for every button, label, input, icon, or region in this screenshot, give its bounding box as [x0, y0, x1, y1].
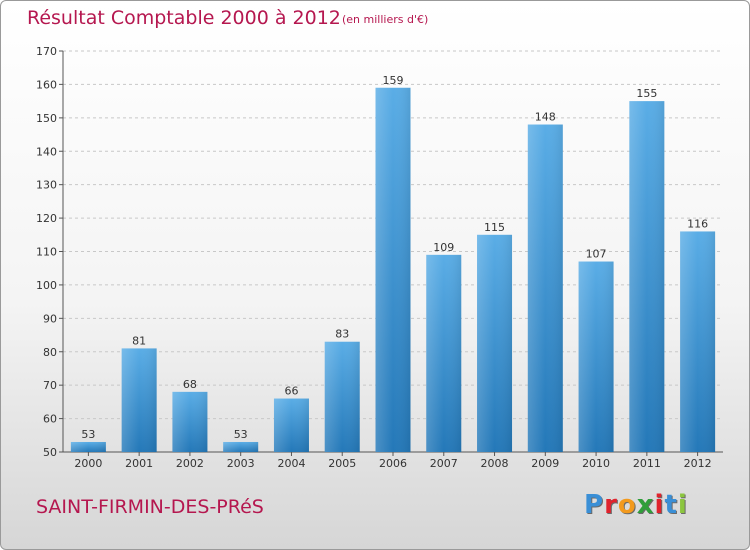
- x-tick-label: 2000: [74, 457, 102, 470]
- bar-shine: [629, 101, 665, 452]
- y-tick-label: 130: [36, 179, 57, 192]
- bar-shine: [121, 348, 157, 452]
- bar-value-label: 116: [687, 217, 708, 230]
- brand-letter: P: [584, 490, 605, 520]
- labels: 50 60 70 80 90 100 110 120 130 140 150 160 170 53 2000…: [36, 45, 712, 470]
- x-tick-label: 2010: [582, 457, 610, 470]
- brand-letter: o: [617, 490, 637, 520]
- x-tick-label: 2001: [125, 457, 153, 470]
- chart-title: Résultat Comptable 2000 à 2012: [27, 7, 341, 29]
- x-tick-label: 2008: [481, 457, 509, 470]
- bar-value-label: 81: [132, 334, 146, 347]
- bar-shine: [375, 87, 411, 452]
- y-tick-label: 100: [36, 279, 57, 292]
- bar-value-label: 159: [383, 74, 404, 87]
- bar-shine: [223, 441, 259, 452]
- y-tick-label: 90: [43, 312, 57, 325]
- y-tick-label: 140: [36, 145, 57, 158]
- x-tick-label: 2005: [328, 457, 356, 470]
- y-tick-label: 170: [36, 45, 57, 58]
- bar-shine: [680, 231, 716, 452]
- y-tick-label: 120: [36, 212, 57, 225]
- y-tick-label: 110: [36, 246, 57, 259]
- x-tick-label: 2002: [176, 457, 204, 470]
- bar-shine: [172, 391, 208, 452]
- town-name: SAINT-FIRMIN-DES-PRéS: [36, 496, 264, 518]
- bar-value-label: 83: [335, 328, 349, 341]
- bar-value-label: 53: [81, 428, 95, 441]
- bar-value-label: 115: [484, 221, 505, 234]
- x-tick-label: 2007: [430, 457, 458, 470]
- x-tick-label: 2006: [379, 457, 407, 470]
- bar-shine: [578, 261, 614, 452]
- bar-shine: [426, 254, 462, 452]
- y-tick-label: 80: [43, 346, 57, 359]
- bar-value-label: 148: [535, 111, 556, 124]
- bars: [70, 87, 716, 453]
- brand-letter: i: [677, 490, 688, 520]
- bar-shine: [273, 398, 309, 452]
- bar-value-label: 53: [234, 428, 248, 441]
- bar-value-label: 68: [183, 378, 197, 391]
- bar-shine: [70, 441, 106, 452]
- x-tick-label: 2012: [684, 457, 712, 470]
- bar-shine: [477, 234, 513, 452]
- bar-shine: [324, 341, 360, 452]
- bar-shine: [527, 124, 563, 453]
- x-tick-label: 2009: [531, 457, 559, 470]
- brand-logo: Proxiti: [584, 490, 688, 520]
- x-tick-label: 2011: [633, 457, 661, 470]
- bar-value-label: 109: [433, 241, 454, 254]
- y-tick-label: 160: [36, 78, 57, 91]
- y-tick-label: 50: [43, 446, 57, 459]
- brand-letter: r: [604, 490, 618, 520]
- chart-subtitle: (en milliers d'€): [342, 13, 429, 26]
- x-tick-label: 2004: [277, 457, 305, 470]
- y-tick-label: 60: [43, 413, 57, 426]
- bar-value-label: 107: [586, 248, 607, 261]
- bar-value-label: 66: [284, 385, 298, 398]
- brand-letter: t: [664, 490, 678, 520]
- brand-letter: i: [654, 490, 665, 520]
- x-tick-label: 2003: [227, 457, 255, 470]
- y-tick-label: 70: [43, 379, 57, 392]
- y-tick-label: 150: [36, 112, 57, 125]
- brand-letter: x: [636, 490, 655, 520]
- bar-value-label: 155: [636, 87, 657, 100]
